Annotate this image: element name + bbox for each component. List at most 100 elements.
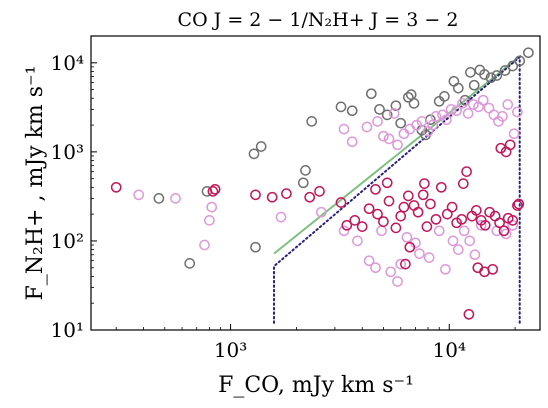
data-point-series-2: [376, 225, 387, 237]
data-point-series-1: [153, 193, 165, 204]
data-point-series-2: [315, 206, 327, 218]
data-point-series-2: [508, 128, 520, 140]
data-point-series-1: [255, 141, 267, 152]
data-point-series-2: [430, 111, 442, 122]
data-point-series-3: [378, 216, 389, 227]
data-point-series-2: [392, 276, 403, 287]
data-point-series-3: [498, 225, 510, 237]
data-point-series-2: [385, 266, 397, 278]
data-point-series-2: [458, 225, 470, 237]
data-point-series-1: [390, 100, 402, 112]
data-point-series-2: [170, 193, 181, 204]
data-point-series-2: [512, 106, 523, 118]
x-tick-label: 10³: [214, 338, 247, 362]
data-point-series-2: [372, 116, 383, 127]
data-point-series-2: [388, 108, 400, 119]
data-point-series-2: [457, 98, 468, 109]
data-point-series-1: [408, 98, 420, 109]
data-point-series-3: [494, 217, 505, 229]
data-point-series-1: [306, 116, 318, 127]
data-point-series-2: [352, 235, 363, 247]
data-point-series-2: [346, 136, 358, 148]
y-axis-label: F_N₂H+ , mJy km s⁻¹: [23, 66, 48, 301]
data-point-series-3: [390, 222, 402, 234]
x-tick-label: 10⁴: [433, 338, 466, 362]
y-tick-label: 10²: [51, 229, 84, 253]
data-point-series-1: [459, 94, 471, 106]
data-point-series-1: [439, 91, 450, 102]
data-point-series-3: [441, 208, 453, 220]
data-point-series-3: [512, 200, 523, 211]
data-points: [110, 47, 534, 320]
data-point-series-1: [491, 70, 503, 81]
data-point-series-1: [468, 79, 480, 91]
data-point-series-2: [447, 235, 459, 247]
data-point-series-3: [461, 166, 472, 177]
data-point-series-3: [463, 308, 475, 320]
data-point-series-1: [485, 72, 497, 84]
data-point-series-1: [499, 65, 511, 76]
data-point-series-2: [468, 99, 479, 110]
data-point-series-3: [479, 219, 491, 231]
data-point-series-3: [266, 191, 278, 203]
data-point-series-2: [204, 215, 215, 226]
data-point-series-1: [514, 55, 526, 67]
data-point-series-3: [383, 195, 395, 207]
data-point-series-2: [275, 211, 287, 223]
data-point-series-2: [199, 239, 210, 251]
data-point-series-2: [483, 102, 495, 114]
data-point-series-3: [281, 188, 292, 199]
data-point-series-1: [335, 101, 347, 113]
data-point-series-3: [402, 190, 414, 202]
data-point-series-3: [513, 198, 525, 210]
data-point-series-1: [448, 75, 460, 87]
plot-area: [90, 35, 541, 331]
data-point-series-1: [365, 88, 377, 100]
data-point-series-3: [412, 206, 424, 218]
data-point-series-2: [440, 263, 451, 275]
y-tick-label: 10³: [51, 140, 84, 164]
data-point-series-2: [133, 189, 145, 201]
data-point-series-3: [487, 263, 499, 275]
data-point-series-3: [446, 201, 458, 213]
data-point-series-3: [372, 208, 383, 220]
data-point-series-3: [207, 186, 219, 197]
data-point-series-3: [349, 215, 361, 226]
data-point-series-2: [383, 133, 395, 145]
data-point-series-2: [452, 244, 464, 255]
data-point-series-3: [363, 203, 375, 215]
data-point-series-2: [488, 109, 500, 121]
data-point-series-3: [417, 189, 429, 201]
x-axis-label: F_CO, mJy km s⁻¹: [218, 373, 414, 398]
data-point-series-2: [395, 258, 407, 270]
reference-lines: [273, 54, 521, 324]
data-point-series-2: [370, 262, 381, 274]
data-point-series-3: [209, 183, 221, 195]
data-point-series-2: [363, 255, 375, 267]
data-point-series-3: [470, 205, 482, 216]
data-point-series-3: [421, 221, 433, 232]
data-point-series-2: [361, 121, 373, 133]
data-point-series-3: [425, 198, 436, 210]
data-point-series-1: [395, 117, 407, 129]
data-point-series-1: [402, 91, 414, 103]
data-point-series-2: [469, 249, 481, 261]
data-point-series-2: [206, 201, 218, 213]
data-point-series-2: [338, 225, 350, 237]
data-point-series-3: [504, 139, 516, 151]
data-point-series-3: [398, 201, 410, 213]
data-point-series-2: [497, 111, 508, 122]
data-point-series-3: [335, 197, 347, 208]
data-point-series-1: [184, 258, 196, 269]
data-point-series-2: [414, 248, 425, 259]
data-point-series-3: [356, 221, 368, 232]
data-point-series-3: [370, 183, 381, 195]
data-point-series-1: [465, 67, 476, 78]
data-point-series-1: [523, 47, 534, 59]
data-point-series-2: [464, 235, 476, 247]
data-point-series-1: [248, 148, 260, 160]
data-point-series-1: [300, 165, 311, 176]
data-point-series-2: [433, 225, 445, 237]
data-point-series-2: [475, 219, 487, 231]
data-point-series-2: [392, 139, 403, 151]
